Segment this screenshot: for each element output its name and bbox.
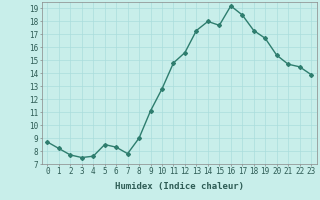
X-axis label: Humidex (Indice chaleur): Humidex (Indice chaleur) xyxy=(115,182,244,191)
